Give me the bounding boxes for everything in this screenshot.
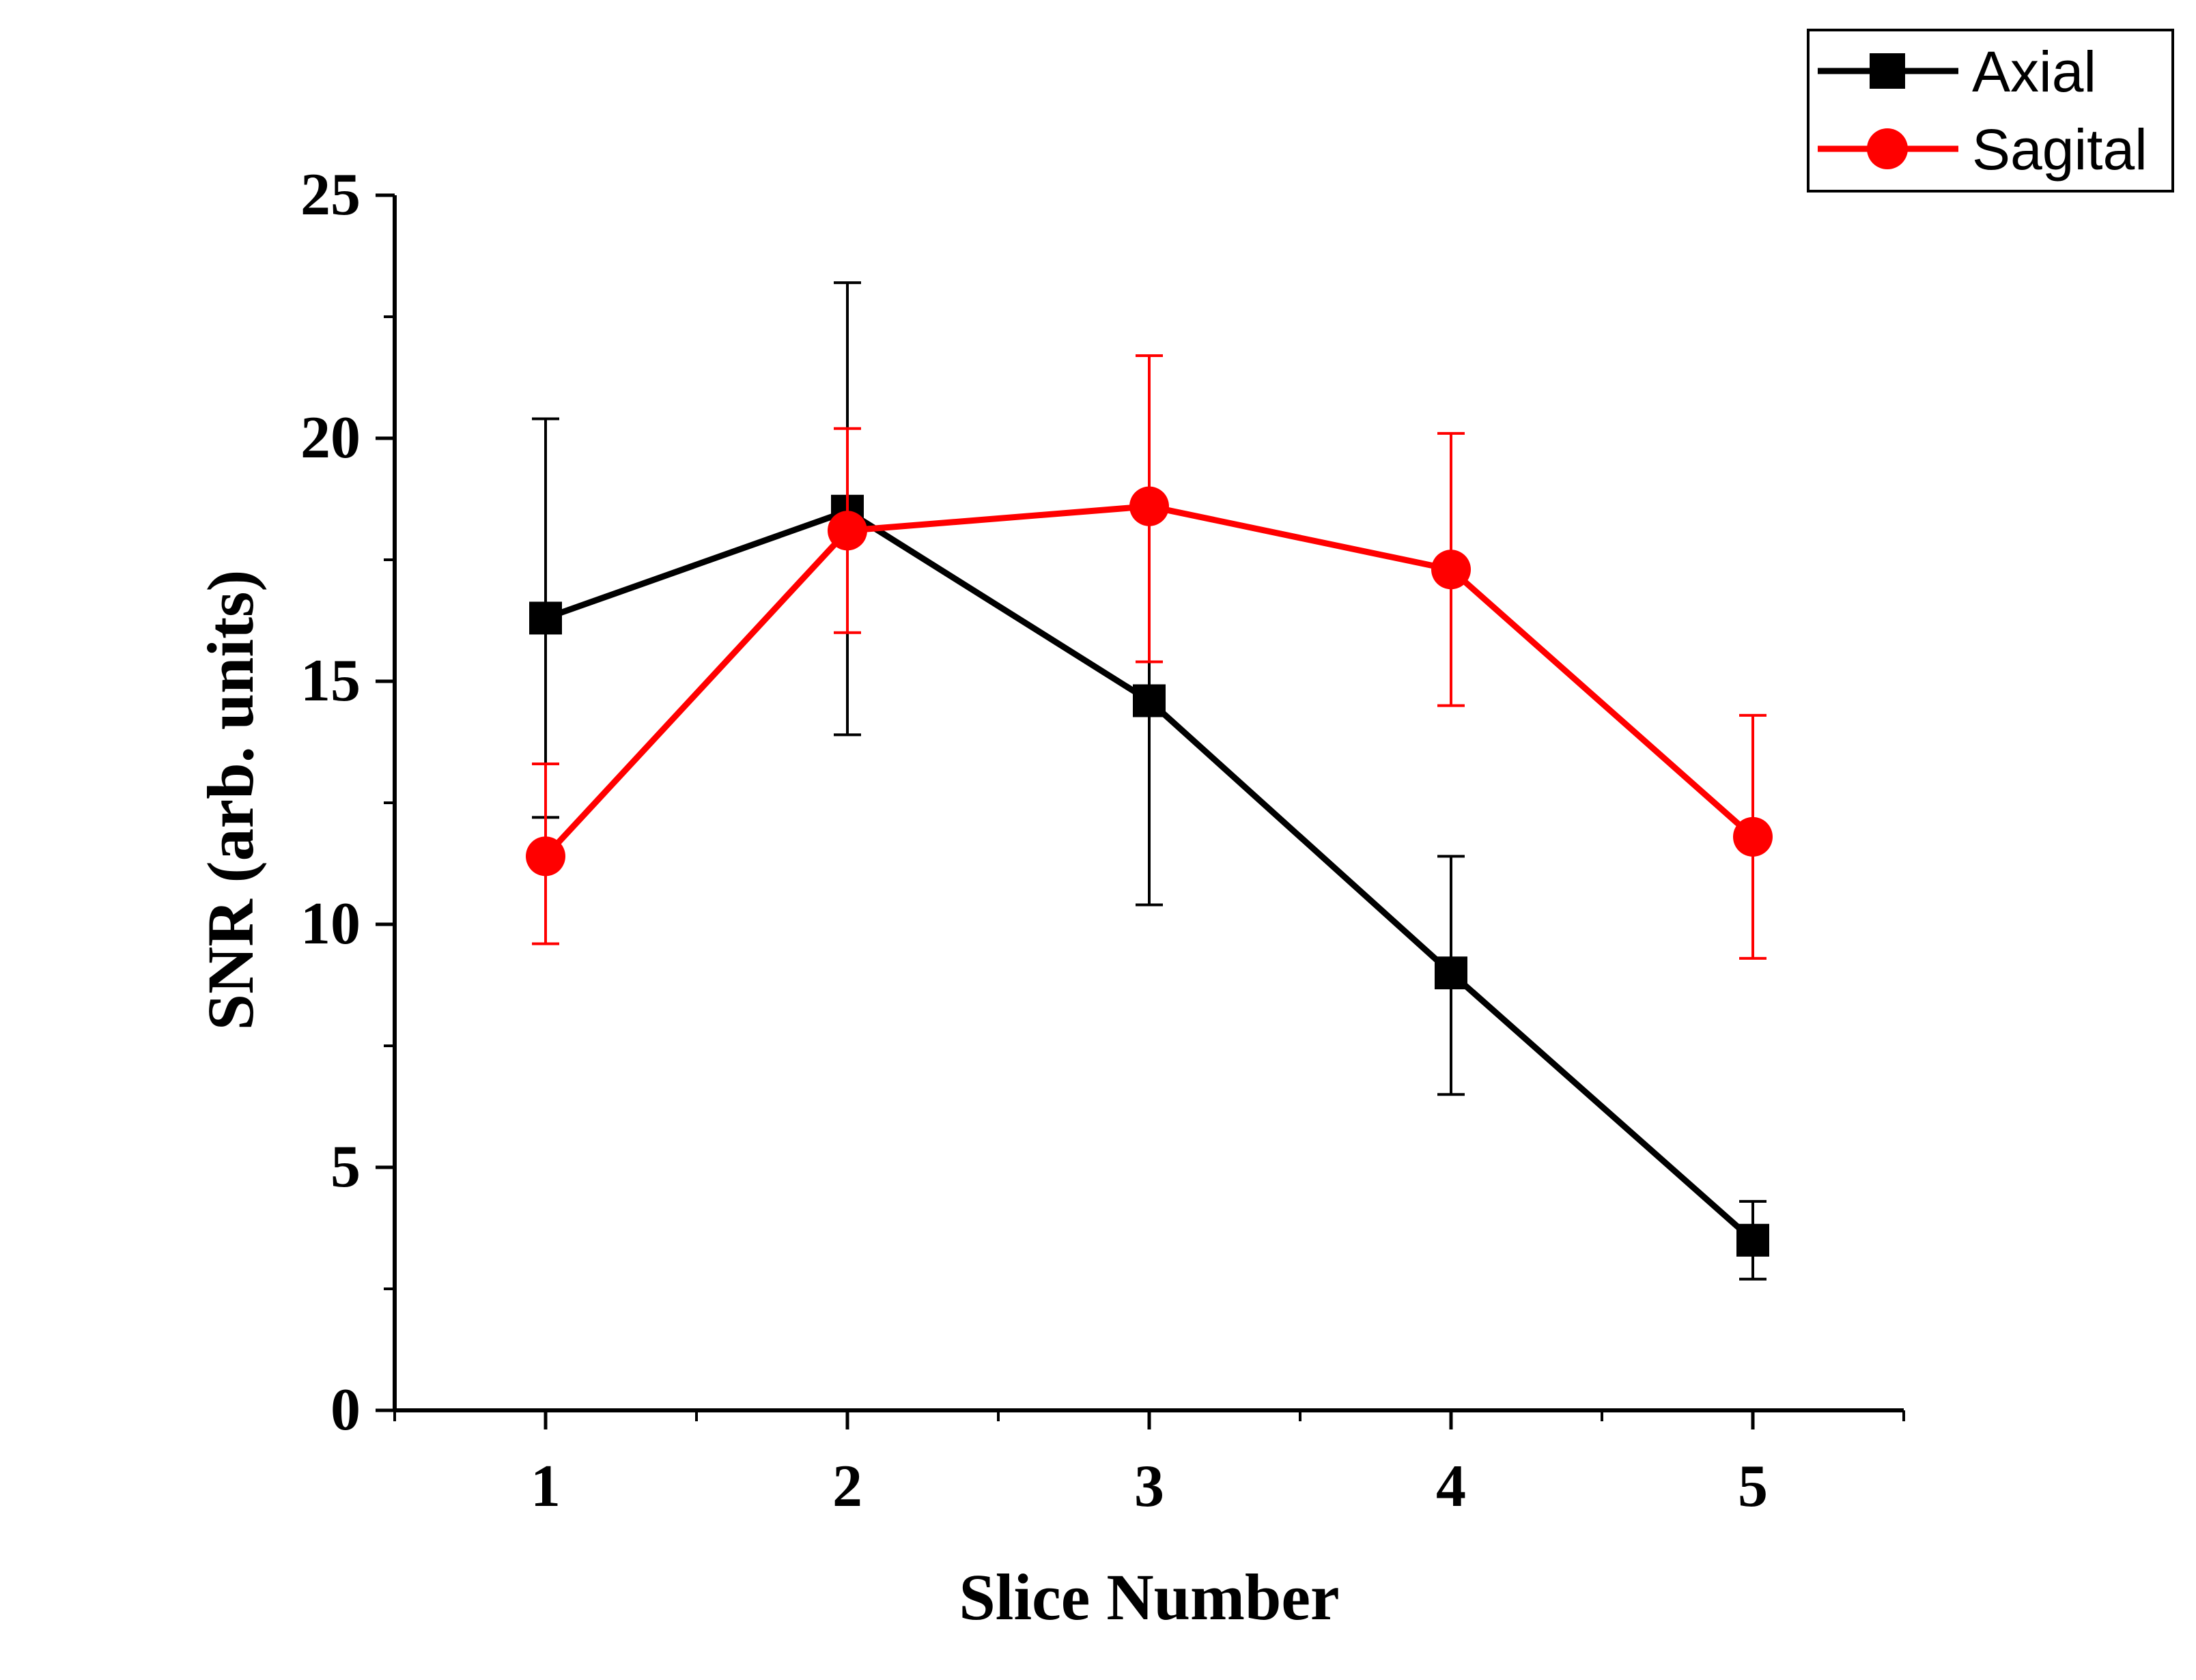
y-tick-label: 25 [300, 162, 361, 228]
x-tick-label: 2 [832, 1453, 862, 1520]
series-sagital [526, 354, 1773, 960]
data-point-axial [529, 601, 562, 635]
legend-marker-sagital [1867, 128, 1908, 169]
legend: Axial Sagital [1807, 29, 2174, 193]
legend-item-axial: Axial [1818, 40, 2096, 104]
x-tick-label: 1 [531, 1453, 561, 1520]
data-point-axial [1435, 956, 1467, 990]
data-point-axial [1736, 1223, 1769, 1257]
y-tick-label: 0 [330, 1377, 361, 1443]
data-point-axial [1133, 684, 1166, 717]
x-axis-label: Slice Number [959, 1561, 1339, 1634]
data-point-sagital [526, 836, 565, 877]
series-layer [526, 281, 1773, 1281]
x-tick-label: 4 [1436, 1453, 1466, 1520]
data-point-sagital [828, 511, 867, 551]
y-axis-label: SNR (arb. units) [194, 570, 267, 1031]
y-tick-label: 15 [300, 648, 361, 714]
y-tick-label: 20 [300, 405, 361, 471]
data-point-sagital [1129, 486, 1169, 526]
data-point-sagital [1733, 816, 1773, 857]
legend-item-sagital: Sagital [1818, 117, 2148, 182]
x-tick-label: 5 [1738, 1453, 1768, 1520]
legend-label-axial: Axial [1972, 40, 2096, 104]
legend-label-sagital: Sagital [1972, 117, 2148, 182]
y-tick-label: 10 [300, 891, 361, 957]
y-tick-label: 5 [330, 1134, 361, 1200]
legend-marker-axial [1870, 53, 1905, 89]
x-tick-label: 3 [1134, 1453, 1164, 1520]
axes: 0 5 10 15 20 25 1 2 3 4 5 [300, 162, 1905, 1520]
data-point-sagital [1431, 550, 1471, 590]
legend-box [1807, 29, 2174, 193]
